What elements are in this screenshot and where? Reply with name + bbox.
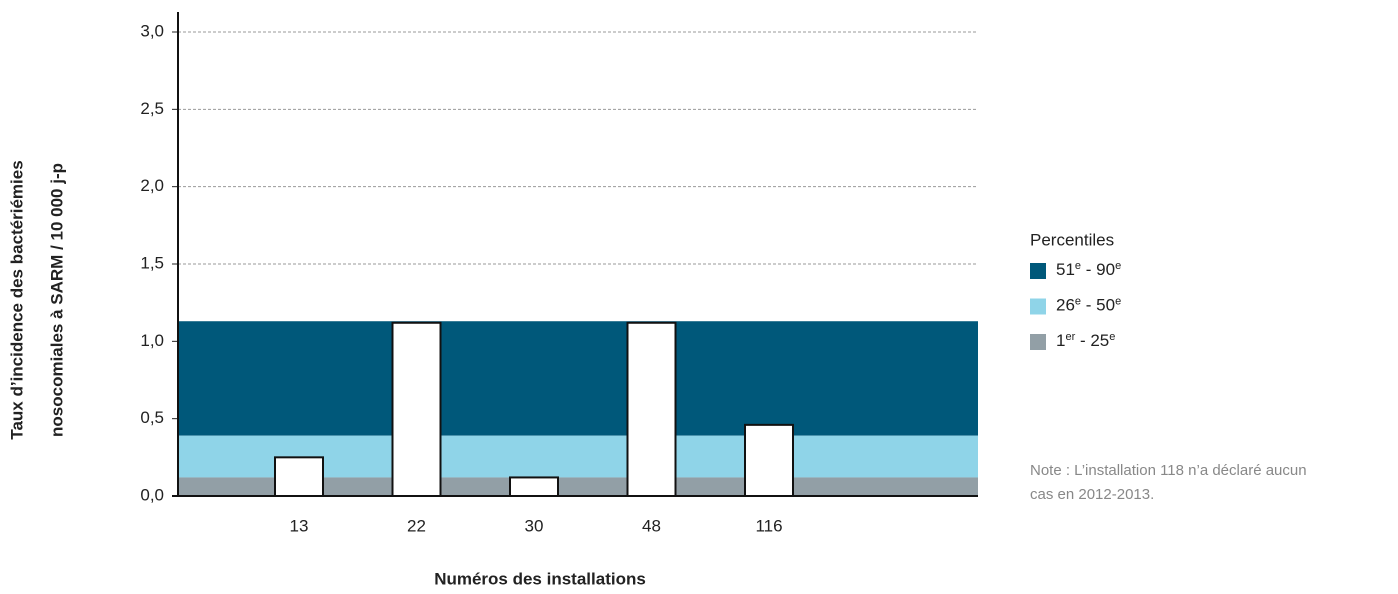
legend-label-part: 1 (1056, 331, 1065, 350)
legend-swatch (1030, 298, 1046, 315)
x-tick-label: 48 (642, 516, 661, 535)
legend-label: 1er - 25e (1056, 331, 1115, 351)
legend-label-part: 51 (1056, 260, 1075, 279)
bar (744, 423, 794, 497)
note: Note : L’installation 118 n’a déclaré au… (1030, 462, 1307, 479)
legend-label-part: er (1065, 331, 1075, 343)
y-tick-label: 1,5 (140, 253, 164, 272)
legend-label-part: e (1075, 260, 1081, 272)
y-tick-label: 2,0 (140, 176, 164, 195)
bar (509, 476, 559, 498)
bar (626, 321, 677, 498)
note: cas en 2012-2013. (1030, 486, 1154, 503)
legend-label-part: e (1075, 295, 1081, 307)
y-tick-label: 3,0 (140, 21, 164, 40)
x-tick-label: 22 (407, 516, 426, 535)
legend-label-part: e (1109, 331, 1115, 343)
legend-label-part: e (1115, 260, 1121, 272)
legend-title: Percentiles (1030, 230, 1114, 249)
legend-label-part: e (1115, 295, 1121, 307)
legend-label-part: - 90 (1081, 260, 1115, 279)
bar (391, 321, 442, 498)
y-tick-label: 1,0 (140, 331, 164, 350)
y-tick-label: 0,5 (140, 408, 164, 427)
y-tick-label: 0,0 (140, 485, 164, 504)
y-tick-label: 2,5 (140, 99, 164, 118)
y-axis-label: nosocomiales à SARM / 10 000 j-p (47, 163, 66, 437)
legend-swatch (1030, 334, 1046, 350)
legend-label-part: - 50 (1081, 296, 1115, 315)
legend-swatch (1030, 263, 1046, 279)
x-tick-label: 30 (525, 516, 544, 535)
x-axis-label: Numéros des installations (434, 569, 646, 588)
legend-label: 51e - 90e (1056, 260, 1121, 280)
percentile-band (178, 321, 978, 436)
y-axis-label: Taux d’incidence des bactériémies (7, 160, 26, 439)
x-tick-label: 116 (755, 516, 782, 535)
bar (274, 456, 324, 498)
legend-label-part: 26 (1056, 296, 1075, 315)
legend-label-part: - 25 (1075, 331, 1109, 350)
x-tick-label: 13 (290, 516, 309, 535)
legend-label: 26e - 50e (1056, 295, 1121, 315)
